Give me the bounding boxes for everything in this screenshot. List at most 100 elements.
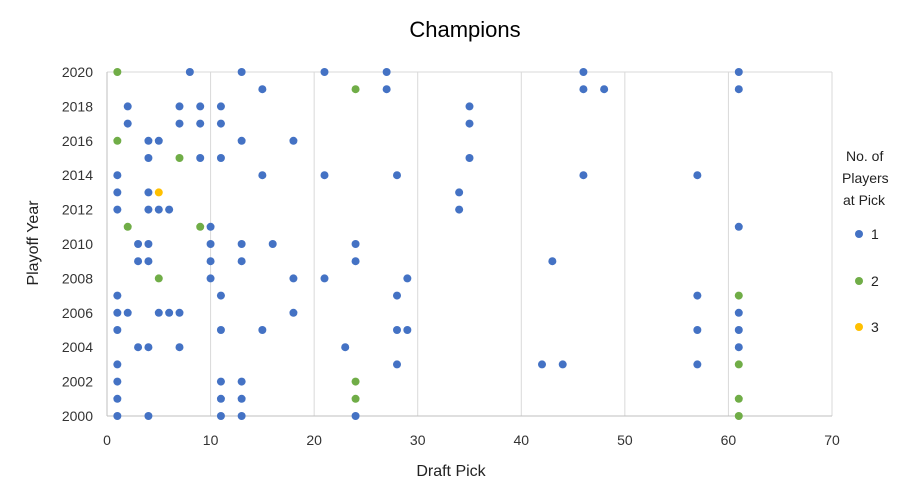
data-point-1 bbox=[216, 412, 225, 420]
data-point-1 bbox=[693, 360, 702, 369]
data-point-3 bbox=[154, 188, 163, 197]
data-point-1 bbox=[393, 326, 401, 334]
data-point-1 bbox=[289, 308, 298, 317]
data-point-1 bbox=[351, 240, 360, 248]
data-point-1 bbox=[165, 205, 174, 214]
data-point-1 bbox=[144, 240, 153, 248]
y-tick-label: 2008 bbox=[62, 270, 93, 286]
data-point-1 bbox=[175, 119, 184, 128]
y-tick-label: 2014 bbox=[62, 167, 93, 183]
y-tick-label: 2010 bbox=[62, 236, 93, 252]
data-point-1 bbox=[393, 291, 401, 300]
data-point-1 bbox=[144, 154, 153, 162]
data-point-1 bbox=[393, 360, 401, 369]
data-point-2 bbox=[351, 377, 360, 386]
data-point-1 bbox=[196, 119, 205, 128]
data-point-1 bbox=[320, 171, 329, 180]
data-point-1 bbox=[216, 394, 225, 403]
data-point-1 bbox=[144, 188, 153, 197]
data-point-1 bbox=[351, 257, 360, 266]
data-point-2 bbox=[175, 154, 184, 162]
data-point-1 bbox=[579, 68, 588, 76]
y-tick-label: 2012 bbox=[62, 202, 93, 218]
data-point-1 bbox=[465, 102, 474, 111]
data-point-1 bbox=[734, 68, 743, 76]
y-tick-label: 2016 bbox=[62, 133, 93, 149]
data-point-1 bbox=[175, 102, 184, 111]
data-point-1 bbox=[693, 291, 702, 300]
data-point-1 bbox=[734, 343, 743, 352]
legend-title-line-3: at Pick bbox=[843, 192, 886, 208]
data-point-2 bbox=[734, 394, 743, 403]
data-point-2 bbox=[123, 222, 132, 231]
data-point-1 bbox=[237, 136, 246, 145]
data-point-1 bbox=[351, 412, 360, 420]
data-point-1 bbox=[258, 171, 267, 180]
y-tick-label: 2018 bbox=[62, 98, 93, 114]
gridlines bbox=[107, 71, 833, 416]
chart-title: Champions bbox=[409, 17, 520, 42]
data-point-1 bbox=[175, 343, 184, 352]
y-axis-title: Playoff Year bbox=[25, 200, 42, 286]
legend-label-1: 1 bbox=[871, 226, 879, 242]
y-tick-label: 2004 bbox=[62, 339, 93, 355]
data-point-1 bbox=[455, 188, 464, 197]
data-point-1 bbox=[206, 222, 215, 231]
y-tick-label: 2000 bbox=[62, 408, 93, 424]
data-point-1 bbox=[216, 291, 225, 300]
x-tick-label: 20 bbox=[306, 432, 322, 448]
axes bbox=[106, 72, 832, 417]
data-point-1 bbox=[734, 85, 743, 94]
data-point-1 bbox=[134, 343, 143, 352]
legend-label-2: 2 bbox=[871, 273, 879, 289]
data-point-2 bbox=[351, 85, 360, 94]
legend-marker-2 bbox=[855, 277, 863, 285]
data-point-1 bbox=[382, 85, 391, 94]
data-point-1 bbox=[206, 240, 215, 248]
data-point-1 bbox=[600, 85, 609, 94]
data-point-1 bbox=[216, 326, 225, 334]
data-point-1 bbox=[237, 68, 246, 76]
y-tick-label: 2020 bbox=[62, 64, 93, 80]
data-points bbox=[113, 68, 743, 420]
y-tick-labels: 2000 2002 2004 2006 2008 2010 2012 2014 2016 2018… bbox=[62, 64, 93, 424]
x-tick-label: 60 bbox=[721, 432, 737, 448]
data-point-1 bbox=[216, 102, 225, 111]
data-point-1 bbox=[113, 188, 122, 197]
data-point-1 bbox=[216, 377, 225, 386]
data-point-1 bbox=[154, 205, 163, 214]
data-point-1 bbox=[465, 154, 474, 162]
data-point-1 bbox=[113, 171, 122, 180]
data-point-1 bbox=[237, 394, 246, 403]
data-point-2 bbox=[351, 394, 360, 403]
data-point-2 bbox=[734, 360, 743, 369]
data-point-1 bbox=[237, 412, 246, 420]
data-point-1 bbox=[113, 326, 122, 334]
data-point-1 bbox=[216, 154, 225, 162]
data-point-1 bbox=[144, 205, 153, 214]
data-point-1 bbox=[113, 412, 122, 420]
data-point-1 bbox=[268, 240, 277, 248]
data-point-1 bbox=[144, 412, 153, 420]
data-point-1 bbox=[465, 119, 474, 128]
data-point-1 bbox=[175, 308, 184, 317]
data-point-1 bbox=[289, 274, 298, 283]
data-point-1 bbox=[320, 274, 329, 283]
data-point-1 bbox=[382, 68, 391, 76]
x-tick-label: 10 bbox=[203, 432, 219, 448]
x-tick-label: 70 bbox=[824, 432, 840, 448]
data-point-1 bbox=[320, 68, 329, 76]
data-point-1 bbox=[113, 308, 122, 317]
data-point-1 bbox=[289, 136, 298, 145]
data-point-1 bbox=[393, 171, 401, 180]
legend-title-line-2: Players bbox=[842, 170, 889, 186]
data-point-1 bbox=[123, 308, 132, 317]
legend: No. of Players at Pick 1 2 3 bbox=[842, 148, 889, 335]
x-tick-label: 50 bbox=[617, 432, 633, 448]
data-point-2 bbox=[154, 274, 163, 283]
data-point-1 bbox=[237, 240, 246, 248]
data-point-1 bbox=[403, 326, 412, 334]
data-point-1 bbox=[206, 274, 215, 283]
